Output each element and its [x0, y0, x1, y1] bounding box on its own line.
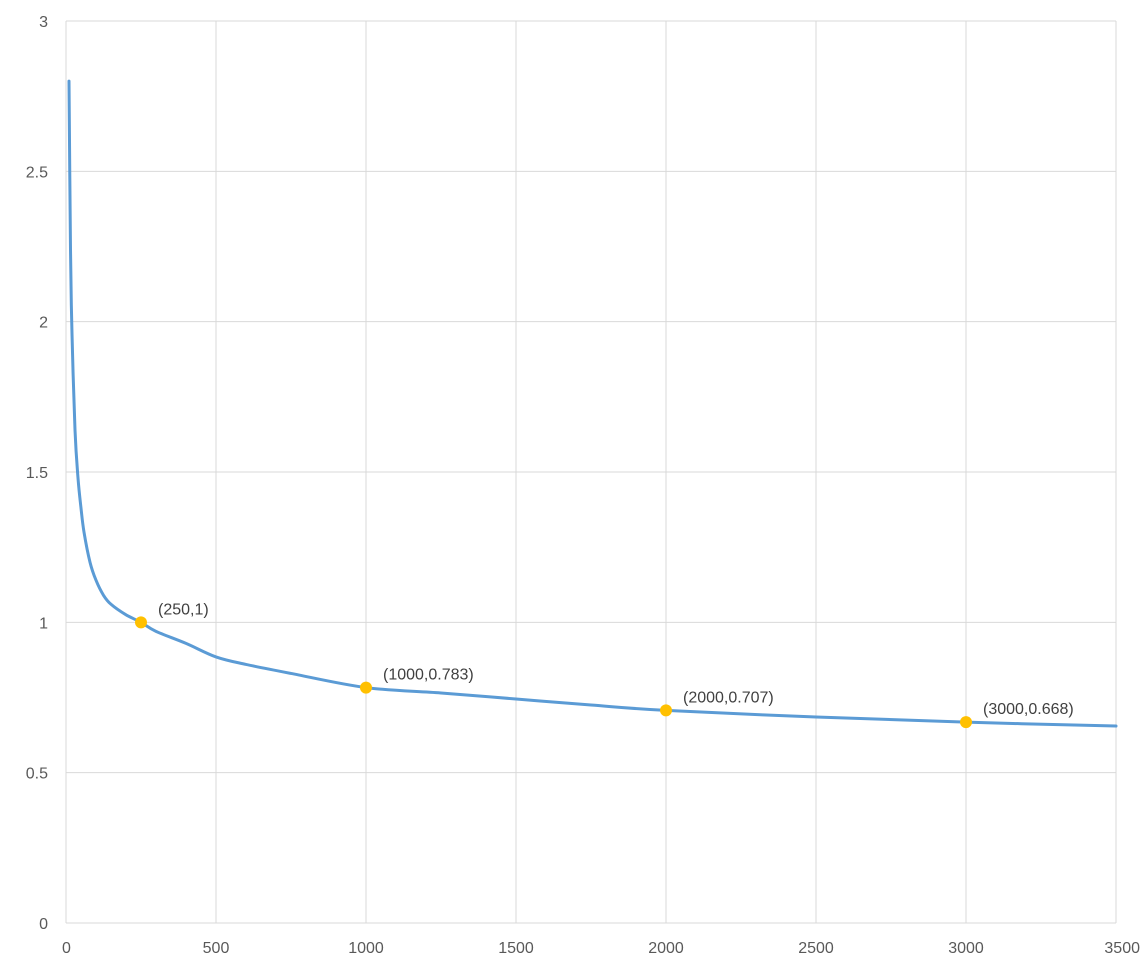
highlight-points [135, 616, 972, 729]
x-tick-label: 2500 [798, 940, 834, 957]
gridlines [65, 20, 1117, 924]
x-tick-label: 500 [203, 940, 230, 957]
x-tick-label: 3500 [1104, 940, 1140, 957]
series-line [67, 79, 1118, 728]
point-annotations: (250,1) (1000,0.783) (2000,0.707) (3000,0.6… [158, 601, 1074, 718]
highlight-point [660, 704, 672, 717]
highlight-point [360, 681, 372, 694]
x-tick-label: 1500 [498, 940, 534, 957]
y-tick-label: 1.5 [26, 465, 48, 482]
x-tick-label: 0 [62, 940, 71, 957]
tick-labels: 0 0.5 1 1.5 2 2.5 3 0 500 1000 1500 2000 2500 3000 350… [26, 14, 1140, 957]
y-tick-label: 2.5 [26, 164, 48, 181]
highlight-point [960, 716, 972, 729]
y-tick-label: 0 [39, 916, 48, 933]
y-tick-label: 2 [39, 315, 48, 332]
point-label: (1000,0.783) [383, 667, 474, 684]
point-label: (250,1) [158, 601, 209, 618]
point-label: (3000,0.668) [983, 701, 1074, 718]
y-tick-label: 1 [39, 615, 48, 632]
x-tick-label: 1000 [348, 940, 384, 957]
y-tick-label: 3 [39, 14, 48, 31]
point-label: (2000,0.707) [683, 689, 774, 706]
series [67, 79, 1118, 728]
x-tick-label: 2000 [648, 940, 684, 957]
x-tick-label: 3000 [948, 940, 984, 957]
y-tick-label: 0.5 [26, 766, 48, 783]
highlight-point [135, 616, 147, 629]
